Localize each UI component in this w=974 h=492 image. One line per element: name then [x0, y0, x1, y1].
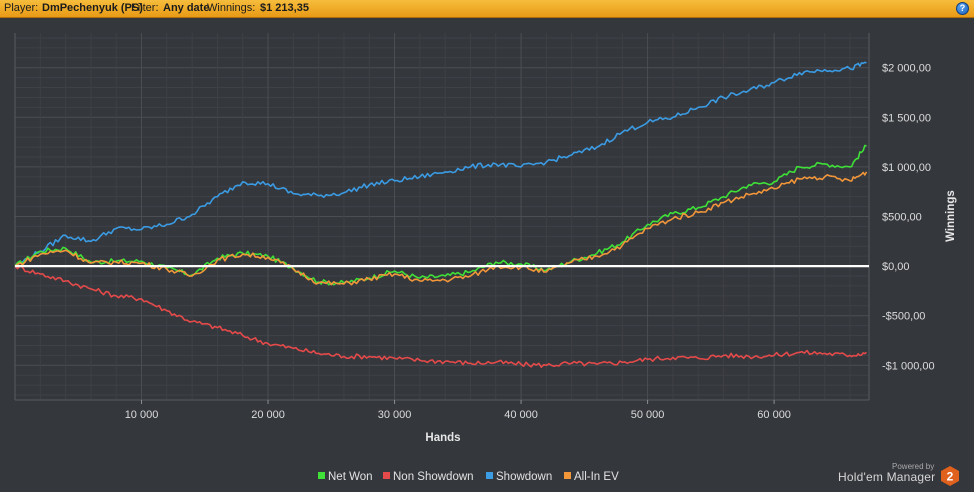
x-tick-label: 40 000 — [504, 409, 538, 421]
legend-item[interactable]: Non Showdown — [383, 471, 474, 483]
y-tick-label: $1 500,00 — [882, 112, 931, 124]
header-bar: Player: DmPechenyuk (PS) Filter: Any dat… — [0, 0, 974, 18]
legend-label: All-In EV — [574, 471, 619, 483]
player-value: DmPechenyuk (PS) — [42, 2, 143, 14]
series-line-showdown — [14, 61, 867, 267]
y-tick-label: $0,00 — [882, 261, 910, 273]
player-label: Player: — [4, 2, 39, 14]
legend-item[interactable]: Net Won — [318, 471, 373, 483]
legend: Net Won Non Showdown Showdown All-In EV — [0, 471, 974, 487]
winnings-value: $1 213,35 — [260, 2, 309, 14]
y-tick-label: $500,00 — [882, 212, 922, 224]
legend-swatch — [564, 472, 571, 479]
x-axis-label: Hands — [425, 432, 460, 444]
x-axis: 10 000 20 000 30 000 40 000 50 000 60 000 — [125, 400, 791, 421]
x-tick-label: 10 000 — [125, 409, 159, 421]
logo-digit: 2 — [947, 470, 954, 484]
powered-by-text: Powered by — [892, 462, 935, 471]
legend-label: Net Won — [328, 471, 373, 483]
series-line-non-showdown — [14, 265, 867, 369]
legend-swatch — [383, 472, 390, 479]
x-tick-label: 50 000 — [631, 409, 665, 421]
y-tick-label: -$1 000,00 — [882, 360, 935, 372]
y-axis-label: Winnings — [945, 190, 957, 242]
x-tick-label: 30 000 — [378, 409, 412, 421]
filter-value: Any date — [163, 2, 210, 14]
y-tick-label: $1 000,00 — [882, 162, 931, 174]
x-tick-label: 20 000 — [251, 409, 285, 421]
legend-swatch — [318, 472, 325, 479]
help-icon[interactable]: ? — [956, 2, 969, 15]
legend-label: Showdown — [496, 471, 553, 483]
legend-item[interactable]: All-In EV — [564, 471, 619, 483]
y-axis: $2 000,00 $1 500,00 $1 000,00 $500,00 $0,00 -… — [882, 63, 935, 373]
y-tick-label: -$500,00 — [882, 311, 925, 323]
winnings-label: Winnings: — [207, 2, 256, 14]
series-line-all-in-ev — [14, 171, 868, 286]
brand-name: Hold'em Manager — [838, 470, 936, 484]
x-tick-label: 60 000 — [757, 409, 791, 421]
y-tick-label: $2 000,00 — [882, 63, 931, 75]
series-lines — [14, 61, 869, 369]
grid — [14, 33, 870, 401]
legend-swatch — [486, 472, 493, 479]
filter-label: Filter: — [131, 2, 159, 14]
legend-label: Non Showdown — [393, 471, 474, 483]
hem2-logo-icon: 2 — [941, 466, 959, 486]
legend-item[interactable]: Showdown — [486, 471, 552, 483]
